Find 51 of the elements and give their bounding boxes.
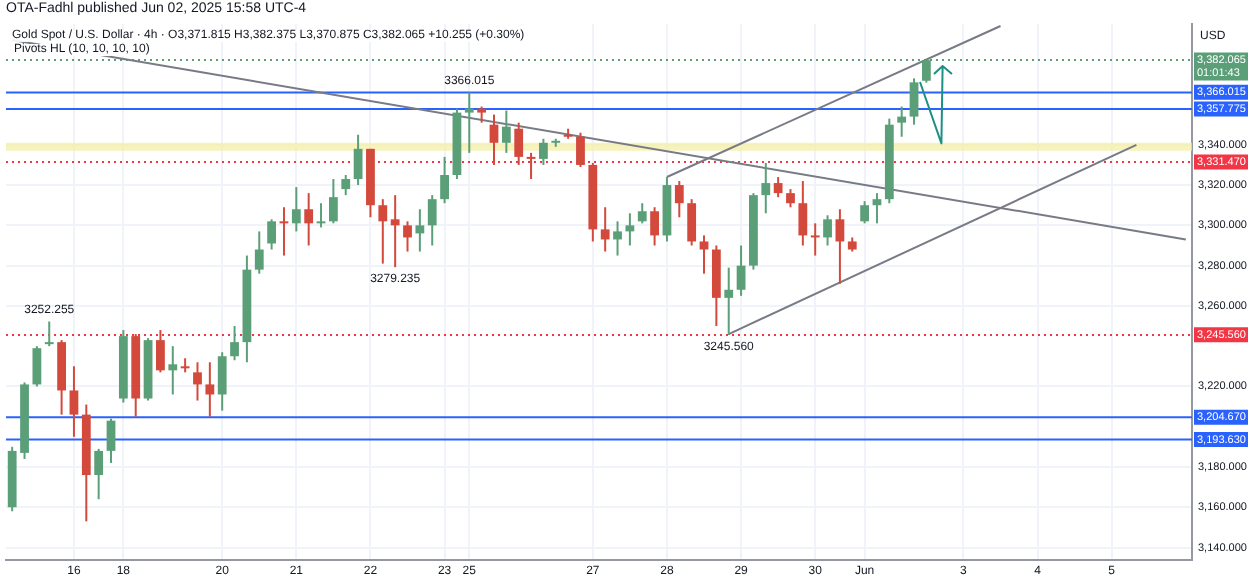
candlestick <box>291 186 301 233</box>
candlestick <box>205 361 215 418</box>
candlestick <box>699 234 709 275</box>
candlestick <box>637 202 647 225</box>
candlestick <box>94 447 104 501</box>
candlestick <box>69 365 79 438</box>
candlestick <box>403 220 412 253</box>
candlestick <box>44 320 54 348</box>
candlestick <box>267 218 277 251</box>
candlestick <box>32 345 42 388</box>
candlestick <box>897 105 907 138</box>
candlestick <box>217 351 227 412</box>
candlestick <box>328 178 338 225</box>
candlestick <box>193 361 202 402</box>
candlestick <box>650 206 659 247</box>
candlestick <box>810 222 820 257</box>
candlestick <box>464 91 474 154</box>
candlestick <box>674 180 684 219</box>
candlestick <box>168 345 178 396</box>
candlestick <box>600 206 610 253</box>
candlestick <box>761 161 771 215</box>
candlestick <box>798 180 808 247</box>
candlestick <box>576 131 585 168</box>
candlestick <box>835 208 845 285</box>
candlestick <box>724 266 734 336</box>
candlestick <box>304 192 314 247</box>
candlestick <box>613 220 622 257</box>
candlestick <box>823 214 832 247</box>
candlestick <box>106 417 116 464</box>
candlestick <box>736 244 746 297</box>
candlestick <box>687 198 697 247</box>
candlestick <box>415 208 425 253</box>
candlestick <box>501 109 511 154</box>
candlestick <box>440 155 449 205</box>
candlestick <box>341 174 351 197</box>
candlestick <box>860 200 870 225</box>
candlestick <box>872 192 882 225</box>
candlestick <box>427 194 437 247</box>
candlestick <box>786 188 795 209</box>
candlestick <box>254 230 264 275</box>
candlestick <box>514 121 524 166</box>
candlestick <box>230 325 239 362</box>
candlestick <box>489 113 499 166</box>
candlestick <box>625 212 635 247</box>
candlestick <box>378 198 388 265</box>
candlestick <box>353 133 363 187</box>
candlestick <box>390 194 400 269</box>
candlestick <box>773 176 783 199</box>
candlestick <box>156 329 165 374</box>
candlestick <box>539 137 548 166</box>
candlestick <box>909 77 919 126</box>
